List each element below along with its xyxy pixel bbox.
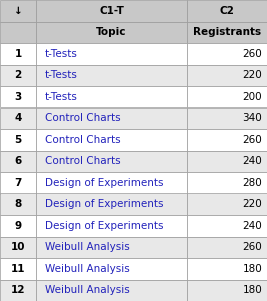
Text: Weibull Analysis: Weibull Analysis: [45, 285, 130, 295]
Text: Design of Experiments: Design of Experiments: [45, 221, 164, 231]
Text: Control Charts: Control Charts: [45, 156, 121, 166]
Bar: [187, 129, 267, 150]
Bar: [0, 0, 36, 21]
Bar: [36, 107, 187, 129]
Bar: [36, 215, 187, 237]
Bar: [36, 86, 187, 107]
Bar: [36, 150, 187, 172]
Text: t-Tests: t-Tests: [45, 70, 78, 80]
Text: 280: 280: [242, 178, 262, 188]
Text: ↓: ↓: [14, 6, 22, 16]
Text: 7: 7: [14, 178, 22, 188]
Text: Design of Experiments: Design of Experiments: [45, 178, 164, 188]
Text: Control Charts: Control Charts: [45, 113, 121, 123]
Bar: [187, 172, 267, 194]
Bar: [36, 194, 187, 215]
Bar: [0, 258, 36, 280]
Bar: [36, 21, 187, 43]
Text: 180: 180: [242, 264, 262, 274]
Text: Control Charts: Control Charts: [45, 135, 121, 145]
Text: t-Tests: t-Tests: [45, 92, 78, 102]
Bar: [0, 150, 36, 172]
Bar: [0, 107, 36, 129]
Text: 180: 180: [242, 285, 262, 295]
Bar: [36, 43, 187, 64]
Bar: [0, 237, 36, 258]
Text: 12: 12: [11, 285, 25, 295]
Bar: [0, 172, 36, 194]
Bar: [187, 64, 267, 86]
Bar: [187, 194, 267, 215]
Bar: [0, 194, 36, 215]
Bar: [0, 21, 36, 43]
Text: 3: 3: [14, 92, 22, 102]
Bar: [36, 129, 187, 150]
Text: 6: 6: [14, 156, 22, 166]
Bar: [187, 107, 267, 129]
Bar: [187, 86, 267, 107]
Text: 340: 340: [242, 113, 262, 123]
Text: 1: 1: [14, 49, 22, 59]
Text: Weibull Analysis: Weibull Analysis: [45, 242, 130, 252]
Text: 260: 260: [242, 49, 262, 59]
Text: 2: 2: [14, 70, 22, 80]
Bar: [0, 215, 36, 237]
Text: 260: 260: [242, 242, 262, 252]
Text: 260: 260: [242, 135, 262, 145]
Text: Registrants: Registrants: [193, 27, 261, 37]
Bar: [187, 43, 267, 64]
Bar: [187, 21, 267, 43]
Bar: [187, 150, 267, 172]
Text: 9: 9: [14, 221, 22, 231]
Text: 240: 240: [242, 221, 262, 231]
Text: 4: 4: [14, 113, 22, 123]
Text: 11: 11: [11, 264, 25, 274]
Bar: [36, 172, 187, 194]
Bar: [187, 215, 267, 237]
Bar: [187, 0, 267, 21]
Text: C2: C2: [219, 6, 234, 16]
Bar: [187, 258, 267, 280]
Bar: [36, 237, 187, 258]
Text: Topic: Topic: [96, 27, 127, 37]
Text: 220: 220: [242, 199, 262, 209]
Bar: [0, 43, 36, 64]
Text: 8: 8: [14, 199, 22, 209]
Bar: [36, 64, 187, 86]
Bar: [187, 237, 267, 258]
Bar: [0, 280, 36, 301]
Bar: [36, 258, 187, 280]
Text: 200: 200: [242, 92, 262, 102]
Text: 220: 220: [242, 70, 262, 80]
Text: 10: 10: [11, 242, 25, 252]
Bar: [187, 280, 267, 301]
Text: C1-T: C1-T: [99, 6, 124, 16]
Text: 240: 240: [242, 156, 262, 166]
Text: Design of Experiments: Design of Experiments: [45, 199, 164, 209]
Bar: [36, 280, 187, 301]
Bar: [36, 0, 187, 21]
Bar: [0, 64, 36, 86]
Text: Weibull Analysis: Weibull Analysis: [45, 264, 130, 274]
Bar: [0, 86, 36, 107]
Bar: [0, 129, 36, 150]
Text: 5: 5: [14, 135, 22, 145]
Text: t-Tests: t-Tests: [45, 49, 78, 59]
